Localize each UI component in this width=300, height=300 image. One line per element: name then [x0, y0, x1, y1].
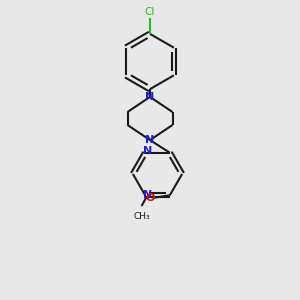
Text: N: N [143, 190, 152, 200]
Text: CH₃: CH₃ [133, 212, 150, 220]
Text: Cl: Cl [145, 7, 155, 17]
Text: N: N [146, 135, 154, 145]
Text: N: N [143, 146, 152, 157]
Text: O: O [145, 193, 155, 203]
Text: N: N [146, 92, 154, 102]
